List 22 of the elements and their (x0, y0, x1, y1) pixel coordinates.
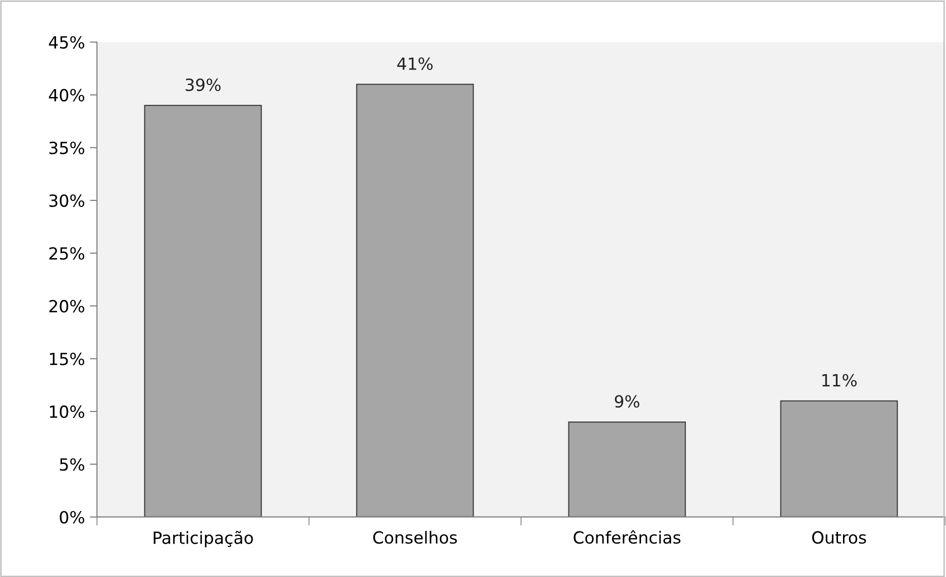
y-tick-label: 0% (60, 510, 84, 524)
x-tick-label: Conselhos (373, 530, 457, 544)
bar (568, 421, 686, 517)
y-tick-label: 40% (48, 88, 84, 102)
y-tick-label: 15% (50, 352, 84, 366)
x-tick-label: Participação (154, 530, 253, 548)
y-tick-label: 25% (49, 247, 84, 260)
y-tick-label: 10% (50, 405, 84, 418)
x-tick-label: Outros (812, 531, 866, 544)
data-label: 11% (822, 374, 857, 387)
y-tick-label: 5% (60, 458, 84, 471)
y-tick-label: 30% (49, 194, 84, 207)
y-tick-label: 20% (49, 300, 84, 313)
bar (780, 400, 898, 517)
y-tick-label: 35% (49, 142, 84, 154)
bar (144, 104, 262, 517)
data-label: 39% (186, 78, 221, 92)
x-tick-label: Conferências (574, 530, 680, 544)
bar (356, 84, 474, 517)
data-label: 41% (397, 57, 433, 70)
data-label: 9% (614, 395, 640, 408)
y-tick-label: 45% (48, 36, 84, 49)
